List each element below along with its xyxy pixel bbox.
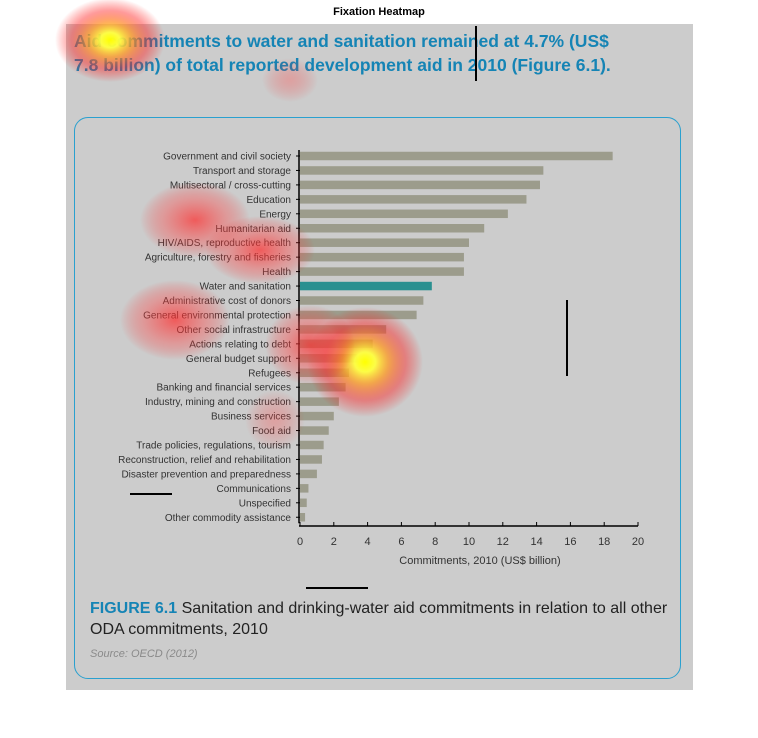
- x-tick-label: 18: [598, 536, 610, 548]
- category-label: Humanitarian aid: [215, 224, 291, 235]
- bar: [300, 151, 613, 161]
- category-label: Government and civil society: [163, 152, 291, 163]
- source-note: Source: OECD (2012): [90, 648, 198, 660]
- category-label: Administrative cost of donors: [163, 296, 291, 307]
- bar: [300, 267, 464, 276]
- bar: [300, 440, 324, 450]
- category-label: Multisectoral / cross-cutting: [170, 180, 291, 191]
- category-label: General environmental protection: [143, 310, 291, 321]
- x-tick-label: 4: [365, 536, 371, 548]
- x-tick-label: 6: [398, 536, 404, 548]
- category-label: Banking and financial services: [156, 383, 291, 394]
- category-label: Energy: [259, 209, 291, 220]
- bar: [300, 339, 373, 349]
- category-label: General budget support: [186, 354, 291, 365]
- category-label: Food aid: [252, 426, 291, 437]
- gaze-marker: [566, 300, 568, 376]
- bar: [300, 238, 469, 247]
- caption-text: Sanitation and drinking-water aid commit…: [90, 600, 668, 638]
- x-tick-label: 14: [530, 536, 542, 548]
- bar: [300, 224, 485, 233]
- category-label: HIV/AIDS, reproductive health: [158, 238, 291, 249]
- category-label: Other social infrastructure: [177, 325, 292, 336]
- figure-caption: FIGURE 6.1 Sanitation and drinking-water…: [90, 598, 675, 640]
- bar: [300, 195, 527, 204]
- category-label: Industry, mining and construction: [145, 397, 291, 408]
- bar: [300, 166, 544, 175]
- category-label: Agriculture, forestry and fisheries: [145, 253, 291, 264]
- bar: [300, 368, 350, 377]
- category-label: Other commodity assistance: [165, 513, 292, 524]
- bar: [300, 310, 417, 320]
- gaze-marker: [130, 493, 172, 495]
- bar: [300, 180, 540, 190]
- category-label: Disaster prevention and preparedness: [121, 469, 291, 480]
- bar: [300, 411, 334, 421]
- x-tick-label: 0: [297, 536, 303, 548]
- x-tick-label: 10: [463, 536, 475, 548]
- gaze-marker: [475, 26, 477, 81]
- gaze-marker: [306, 587, 368, 589]
- chart-frame: [74, 117, 681, 679]
- x-tick-label: 12: [497, 536, 509, 548]
- category-label: Education: [247, 195, 291, 206]
- category-label: Reconstruction, relief and rehabilitatio…: [118, 455, 291, 466]
- category-label: Health: [262, 267, 291, 278]
- category-label: Water and sanitation: [200, 282, 291, 293]
- bar: [300, 498, 307, 508]
- figure-title: Fixation Heatmap: [333, 6, 425, 18]
- bar: [300, 325, 387, 334]
- bar: [300, 455, 322, 464]
- bar: [300, 484, 309, 493]
- x-axis-label: Commitments, 2010 (US$ billion): [399, 555, 560, 567]
- caption-label: FIGURE 6.1: [90, 600, 178, 617]
- category-label: Transport and storage: [193, 166, 291, 177]
- x-tick-label: 8: [432, 536, 438, 548]
- bar: [300, 513, 306, 522]
- category-label: Actions relating to debt: [189, 339, 291, 350]
- category-label: Trade policies, regulations, tourism: [136, 441, 291, 452]
- x-tick-label: 2: [331, 536, 337, 548]
- bar: [300, 252, 464, 262]
- bar: [300, 426, 329, 435]
- x-tick-label: 20: [632, 536, 644, 548]
- bar: [300, 296, 424, 305]
- category-label: Unspecified: [239, 498, 291, 509]
- bar: [300, 469, 317, 479]
- x-tick-label: 16: [564, 536, 576, 548]
- bar: [300, 354, 358, 363]
- bar: [300, 209, 508, 219]
- category-label: Business services: [211, 412, 291, 423]
- bar: [300, 382, 346, 392]
- bar-highlight: [300, 281, 432, 291]
- category-label: Communications: [217, 484, 291, 495]
- bar: [300, 397, 339, 406]
- category-label: Refugees: [248, 368, 291, 379]
